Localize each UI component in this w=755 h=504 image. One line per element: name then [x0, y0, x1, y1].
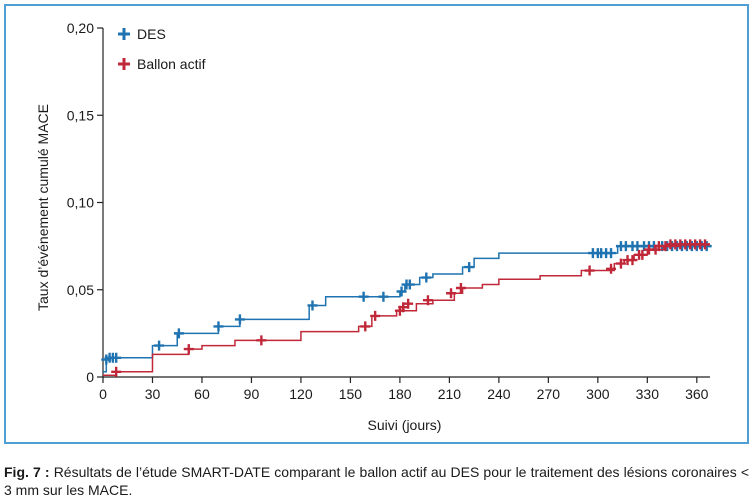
censor-mark: [464, 262, 475, 273]
x-tick-label: 210: [438, 386, 462, 402]
x-tick-label: 300: [586, 386, 610, 402]
figure-caption: Fig. 7 : Résultats de l’étude SMART-DATE…: [4, 463, 749, 499]
censor-mark: [111, 352, 122, 363]
x-tick-label: 270: [537, 386, 561, 402]
x-tick-label: 90: [244, 386, 260, 402]
x-tick-label: 0: [99, 386, 107, 402]
censor-mark: [700, 239, 711, 250]
censor-mark: [173, 328, 184, 339]
caption-text: Résultats de l’étude SMART-DATE comparan…: [4, 464, 749, 498]
y-tick-label: 0,10: [67, 195, 94, 211]
censor-mark: [627, 255, 638, 266]
censor-mark: [111, 366, 122, 377]
censor-mark: [396, 286, 407, 297]
x-axis-label: Suivi (jours): [368, 417, 442, 433]
censor-mark: [370, 310, 381, 321]
censor-mark: [615, 258, 626, 269]
y-tick-label: 0,20: [67, 20, 94, 36]
legend-label: Ballon actif: [137, 56, 206, 72]
series-line: [103, 245, 710, 373]
censor-mark: [421, 272, 432, 283]
legend-label: DES: [137, 26, 166, 42]
kaplan-meier-chart: 0 0,05 0,10 0,15 0,20 0 30 60 90 120 150 180 210 240 2…: [35, 20, 712, 433]
x-tick-label: 120: [289, 386, 313, 402]
y-tick-label: 0: [86, 369, 94, 385]
censor-mark: [183, 344, 194, 355]
y-axis-label: Taux d’événement cumulé MACE: [35, 104, 51, 311]
y-tick-label: 0,05: [67, 282, 94, 298]
censor-mark: [701, 241, 712, 252]
censor-mark: [378, 291, 389, 302]
censor-mark: [606, 248, 617, 259]
x-tick-label: 150: [339, 386, 363, 402]
series-des: DES: [101, 26, 712, 373]
censor-mark: [637, 249, 648, 260]
legend-marker: [118, 58, 130, 70]
censor-mark: [404, 279, 415, 290]
censor-mark: [307, 300, 318, 311]
figure-frame: 0 0,05 0,10 0,15 0,20 0 30 60 90 120 150 180 210 240 2…: [4, 4, 749, 444]
censor-mark: [358, 291, 369, 302]
x-tick-label: 330: [636, 386, 660, 402]
censor-mark: [660, 241, 671, 252]
caption-label: Fig. 7 :: [4, 464, 50, 480]
x-tick-label: 240: [487, 386, 511, 402]
x-tick-label: 360: [685, 386, 709, 402]
x-tick-label: 30: [145, 386, 161, 402]
y-tick-label: 0,15: [67, 107, 94, 123]
censor-mark: [154, 340, 165, 351]
censor-mark: [584, 265, 595, 276]
censor-mark: [422, 295, 433, 306]
censor-mark: [403, 298, 414, 309]
x-tick-label: 60: [194, 386, 210, 402]
censor-mark: [606, 263, 617, 274]
x-tick-label: 180: [388, 386, 412, 402]
series-ballon-actif: Ballon actif: [103, 56, 711, 377]
censor-mark: [360, 321, 371, 332]
censor-mark: [256, 335, 267, 346]
legend-marker: [118, 28, 130, 40]
censor-mark: [455, 283, 466, 294]
censor-mark: [213, 321, 224, 332]
censor-mark: [446, 288, 457, 299]
censor-mark: [234, 314, 245, 325]
